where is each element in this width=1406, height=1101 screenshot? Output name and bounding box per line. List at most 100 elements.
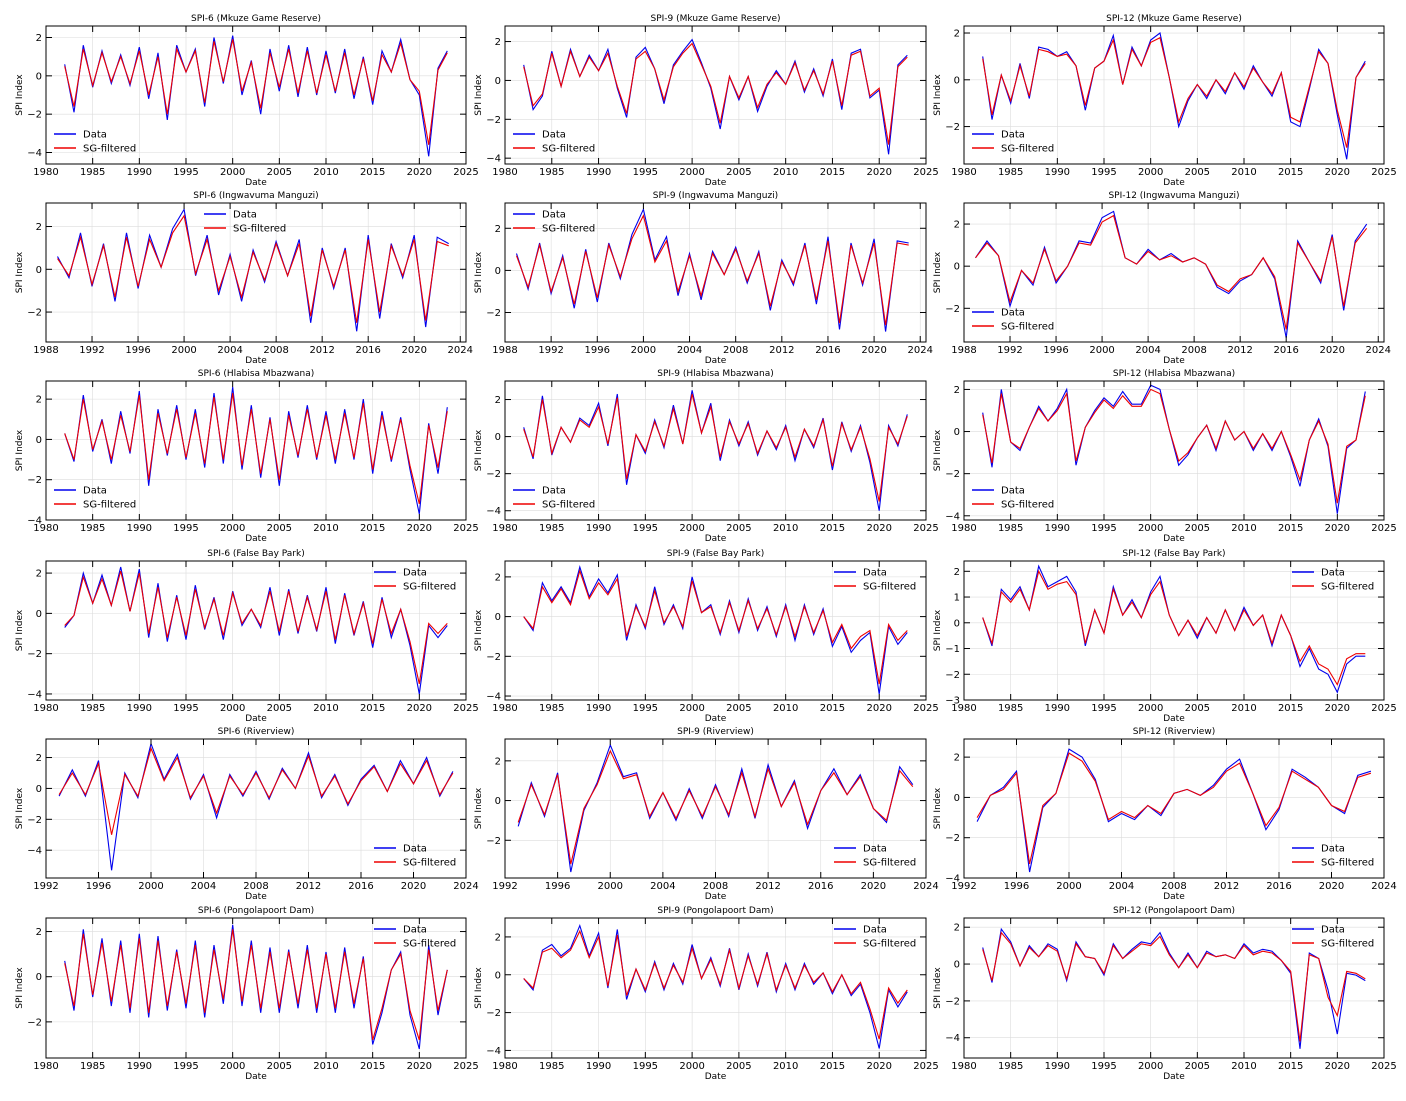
x-tick-label: 2004 xyxy=(677,345,702,356)
x-tick-label: 2025 xyxy=(453,523,478,534)
x-tick-label: 2000 xyxy=(220,167,245,178)
x-tick-label: 2020 xyxy=(866,703,891,714)
x-tick-label: 2020 xyxy=(861,345,886,356)
y-tick-label: −2 xyxy=(945,304,960,315)
y-tick-label: 2 xyxy=(495,756,501,767)
legend-label-data: Data xyxy=(1321,568,1345,579)
x-tick-label: 2012 xyxy=(1227,345,1252,356)
y-tick-label: −2 xyxy=(945,122,960,133)
legend-label-data: Data xyxy=(1321,844,1345,855)
legend-label-sg-filtered: SG-filtered xyxy=(863,582,916,593)
y-tick-label: −2 xyxy=(27,815,42,826)
y-axis-label: SPI Index xyxy=(933,967,943,1009)
x-tick-label: 1980 xyxy=(951,167,976,178)
x-tick-label: 2025 xyxy=(1371,167,1396,178)
x-tick-label: 1995 xyxy=(633,523,658,534)
x-axis-label: Date xyxy=(1163,534,1185,544)
spi-panel-10: 1980 1985 1990 1995 2000 2005 2010 2015 2020 2025… xyxy=(474,549,939,724)
legend-label-sg-filtered: SG-filtered xyxy=(1321,582,1374,593)
x-tick-label: 2012 xyxy=(769,345,794,356)
x-tick-label: 1985 xyxy=(539,1061,564,1072)
legend: Data SG-filtered xyxy=(1292,844,1374,869)
x-tick-label: 2016 xyxy=(355,345,380,356)
x-tick-label: 1985 xyxy=(80,703,105,714)
y-tick-label: 2 xyxy=(36,395,42,406)
x-tick-label: 1980 xyxy=(33,1061,58,1072)
x-tick-label: 1995 xyxy=(173,1061,198,1072)
x-tick-label: 1992 xyxy=(951,881,976,892)
y-axis-label: SPI Index xyxy=(15,609,25,651)
x-tick-label: 2016 xyxy=(815,345,840,356)
x-tick-label: 2020 xyxy=(1325,523,1350,534)
legend-label-sg-filtered: SG-filtered xyxy=(863,939,916,950)
y-tick-label: 0 xyxy=(36,71,42,82)
x-tick-label: 2000 xyxy=(679,167,704,178)
legend-label-data: Data xyxy=(83,130,107,141)
x-tick-label: 2025 xyxy=(913,1061,938,1072)
panel-title: SPI-9 (Ingwavuma Manguzi) xyxy=(653,191,778,201)
legend-label-sg-filtered: SG-filtered xyxy=(542,144,595,155)
y-tick-label: 2 xyxy=(495,395,501,406)
x-tick-label: 2016 xyxy=(1273,345,1298,356)
x-tick-label: 2005 xyxy=(267,1061,292,1072)
x-tick-label: 2000 xyxy=(598,881,623,892)
panel-title: SPI-9 (Pongolapoort Dam) xyxy=(657,906,773,916)
y-tick-label: −4 xyxy=(945,511,960,522)
x-tick-label: 1990 xyxy=(586,1061,611,1072)
x-tick-label: 2015 xyxy=(360,1061,385,1072)
x-tick-label: 1985 xyxy=(998,1061,1023,1072)
plot-frame xyxy=(45,25,467,165)
x-tick-label: 2005 xyxy=(267,703,292,714)
series-line-data xyxy=(982,564,1366,694)
panel-title: SPI-12 (False Bay Park) xyxy=(1122,549,1225,559)
x-tick-label: 2024 xyxy=(453,881,478,892)
spi-panel-0: 1980 1985 1990 1995 2000 2005 2010 2015 2020 2025… xyxy=(15,14,479,188)
spi-panel-3: 1988 1992 1996 2000 2004 2008 2012 2016 2020 2024… xyxy=(15,191,473,366)
x-tick-label: 1985 xyxy=(539,703,564,714)
legend-label-data: Data xyxy=(1001,308,1025,319)
x-tick-label: 1980 xyxy=(492,1061,517,1072)
y-tick-label: −2 xyxy=(27,649,42,660)
x-tick-label: 1995 xyxy=(1091,1061,1116,1072)
x-tick-label: 2000 xyxy=(1056,881,1081,892)
x-tick-label: 2010 xyxy=(1231,523,1256,534)
y-tick-label: −2 xyxy=(27,308,42,319)
x-axis-label: Date xyxy=(1163,356,1185,366)
x-tick-label: 1990 xyxy=(1045,1061,1070,1072)
x-tick-label: 2000 xyxy=(679,523,704,534)
y-axis-label: SPI Index xyxy=(474,967,484,1009)
x-tick-label: 2010 xyxy=(313,703,338,714)
x-tick-label: 2015 xyxy=(1278,703,1303,714)
legend-label-data: Data xyxy=(863,568,887,579)
x-tick-label: 2004 xyxy=(1109,881,1134,892)
y-axis-label: SPI Index xyxy=(933,429,943,471)
x-tick-label: 1996 xyxy=(545,881,570,892)
x-tick-label: 2012 xyxy=(755,881,780,892)
y-tick-label: 0 xyxy=(954,960,960,971)
legend: Data SG-filtered xyxy=(204,210,286,235)
spi-panel-16: 1980 1985 1990 1995 2000 2005 2010 2015 2020 2025… xyxy=(474,906,939,1082)
x-tick-label: 2015 xyxy=(1278,523,1303,534)
x-tick-label: 1990 xyxy=(586,523,611,534)
x-axis-label: Date xyxy=(245,1072,267,1082)
x-tick-label: 2020 xyxy=(407,523,432,534)
x-tick-label: 2015 xyxy=(360,167,385,178)
x-tick-label: 1985 xyxy=(539,167,564,178)
x-tick-label: 2005 xyxy=(1185,523,1210,534)
y-tick-label: −2 xyxy=(486,469,501,480)
x-axis-label: Date xyxy=(1163,1072,1185,1082)
panel-title: SPI-9 (Riverview) xyxy=(677,727,754,737)
panel-title: SPI-6 (Ingwavuma Manguzi) xyxy=(193,191,318,201)
y-tick-label: 0 xyxy=(36,784,42,795)
plot-frame xyxy=(504,25,927,165)
x-tick-label: 2015 xyxy=(820,703,845,714)
x-tick-label: 2016 xyxy=(348,881,373,892)
x-tick-label: 2010 xyxy=(1231,167,1256,178)
y-axis-label: SPI Index xyxy=(15,967,25,1009)
legend-label-data: Data xyxy=(83,486,107,497)
x-tick-label: 1990 xyxy=(127,523,152,534)
legend-label-sg-filtered: SG-filtered xyxy=(1001,500,1054,511)
series-line-sg-filtered xyxy=(982,36,1366,148)
spi-panel-1: 1980 1985 1990 1995 2000 2005 2010 2015 2020 2025… xyxy=(474,14,939,188)
